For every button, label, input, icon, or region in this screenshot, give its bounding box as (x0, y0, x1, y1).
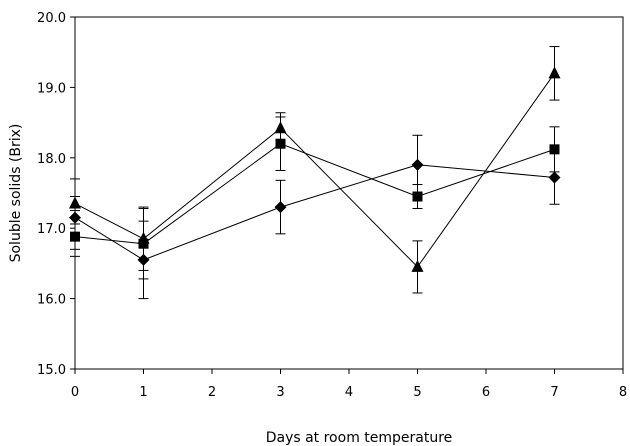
x-tick-label: 7 (550, 385, 558, 400)
x-tick-label: 4 (345, 385, 353, 400)
x-tick-label: 1 (139, 385, 147, 400)
diamond-marker (69, 211, 81, 224)
y-axis-title: Soluble solids (Brix) (8, 124, 24, 263)
x-tick-label: 2 (208, 385, 216, 400)
plot-frame (74, 16, 624, 370)
square-marker (412, 191, 423, 202)
square-marker (70, 231, 80, 242)
axes: 15.0 16.0 17.0 18.0 19.0 20.0 0 1 2 3 4 5 6 7 8 (37, 11, 627, 400)
diamond-marker (411, 158, 424, 171)
y-tick-label: 16.0 (37, 293, 66, 308)
diamond-marker (548, 171, 561, 184)
x-tick-label: 0 (71, 385, 79, 400)
x-axis-title: Days at room temperature (266, 430, 453, 446)
triangle-marker (274, 121, 287, 134)
triangle-marker (137, 231, 150, 244)
x-tick-label: 8 (619, 385, 627, 400)
diamond-marker (274, 201, 287, 214)
x-tick-label: 3 (276, 385, 284, 400)
x-tick-label: 6 (482, 385, 490, 400)
series-diamond (69, 134, 561, 300)
square-marker (549, 144, 560, 155)
triangle-marker (548, 66, 561, 79)
y-tick-label: 19.0 (37, 81, 66, 96)
y-tick-label: 20.0 (37, 11, 66, 26)
series-line-square (74, 143, 555, 245)
x-tick-label: 5 (413, 385, 421, 400)
triangle-marker (411, 259, 424, 272)
series-layer (69, 46, 561, 300)
y-tick-label: 17.0 (37, 222, 66, 237)
y-tick-label: 18.0 (37, 152, 66, 167)
triangle-marker (69, 196, 81, 209)
y-tick-label: 15.0 (37, 363, 66, 378)
series-line-triangle (74, 73, 555, 268)
series-triangle (69, 46, 561, 294)
